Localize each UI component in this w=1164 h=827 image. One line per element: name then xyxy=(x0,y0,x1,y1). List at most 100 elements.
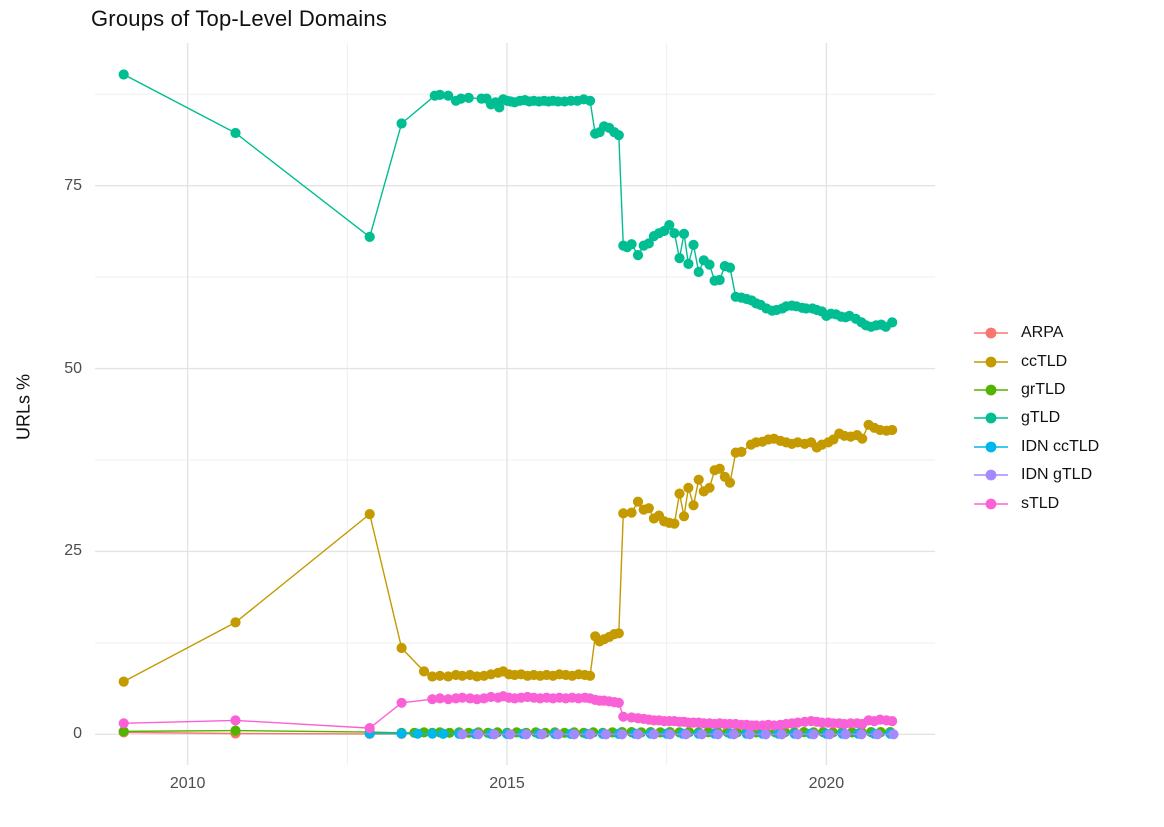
data-point xyxy=(724,262,736,273)
data-point xyxy=(704,482,715,493)
data-point xyxy=(585,670,596,681)
data-point xyxy=(585,95,596,106)
legend-item-gTLD: gTLD xyxy=(974,404,1099,432)
data-point xyxy=(613,628,624,639)
y-axis-title: URLs % xyxy=(13,373,34,441)
data-point xyxy=(600,729,612,740)
data-point xyxy=(537,729,548,740)
data-point xyxy=(888,729,899,740)
data-point xyxy=(712,729,723,740)
data-point xyxy=(840,729,851,740)
data-point xyxy=(714,463,725,474)
data-point xyxy=(613,130,624,141)
legend-item-grTLD: grTLD xyxy=(974,376,1099,404)
data-point xyxy=(457,692,468,703)
data-point xyxy=(473,729,484,740)
data-point xyxy=(643,238,654,249)
legend-key-icon xyxy=(974,327,1008,339)
data-point xyxy=(418,666,430,677)
data-point xyxy=(364,723,375,734)
data-point xyxy=(585,729,596,740)
data-point xyxy=(632,496,644,507)
data-point xyxy=(427,694,438,705)
data-point xyxy=(396,697,407,708)
data-point xyxy=(760,729,771,740)
data-point xyxy=(714,274,725,286)
data-point xyxy=(648,729,660,740)
data-point xyxy=(553,729,564,740)
data-point xyxy=(792,729,803,740)
legend-item-IDN-ccTLD: IDN ccTLD xyxy=(974,433,1099,461)
data-point xyxy=(455,93,467,104)
legend-dot xyxy=(985,498,997,509)
data-point xyxy=(728,729,739,740)
data-point xyxy=(808,729,819,740)
legend-dot xyxy=(985,441,997,453)
series-ccTLD xyxy=(118,419,898,687)
legend-item-ccTLD: ccTLD xyxy=(974,347,1099,375)
data-point xyxy=(457,729,468,740)
data-point xyxy=(696,729,707,740)
data-point xyxy=(396,118,407,129)
data-point xyxy=(669,518,680,529)
data-point xyxy=(626,239,637,250)
data-point xyxy=(521,729,532,740)
data-point xyxy=(664,220,675,231)
data-point xyxy=(505,729,516,740)
data-point xyxy=(613,697,624,708)
series-line xyxy=(123,73,893,328)
data-point xyxy=(674,488,685,499)
data-point xyxy=(118,726,129,737)
data-point xyxy=(230,715,241,726)
chart-title: Groups of Top-Level Domains xyxy=(91,6,388,31)
data-point xyxy=(736,446,747,457)
series-sTLD xyxy=(118,691,898,734)
legend-label: ccTLD xyxy=(1021,352,1068,370)
data-point xyxy=(364,509,375,520)
data-point xyxy=(396,728,407,739)
data-point xyxy=(632,250,644,261)
data-point xyxy=(569,729,580,740)
data-point xyxy=(434,693,445,704)
data-point xyxy=(664,729,676,740)
data-point xyxy=(887,317,898,328)
data-point xyxy=(412,728,423,739)
legend-key-icon xyxy=(974,356,1008,367)
data-point xyxy=(230,127,241,139)
legend-key-icon xyxy=(974,384,1008,396)
data-point xyxy=(680,729,692,740)
legend-dot xyxy=(985,384,997,396)
legend-key-icon xyxy=(974,412,1008,424)
data-point xyxy=(438,728,449,739)
legend-key-icon xyxy=(974,498,1008,509)
data-point xyxy=(396,642,407,654)
series-ARPA xyxy=(118,727,407,740)
x-tick-label: 2020 xyxy=(808,775,845,792)
data-point xyxy=(463,92,474,103)
data-point xyxy=(230,725,241,736)
data-point xyxy=(688,500,699,511)
data-point xyxy=(744,729,755,740)
data-point xyxy=(857,433,868,444)
data-point xyxy=(626,507,637,518)
legend-item-IDN-gTLD: IDN gTLD xyxy=(974,461,1099,489)
data-point xyxy=(434,670,445,681)
data-point xyxy=(776,729,787,740)
data-point xyxy=(443,90,454,101)
data-point xyxy=(678,228,690,239)
x-tick-label: 2010 xyxy=(169,775,206,792)
data-point xyxy=(688,239,699,250)
data-point xyxy=(443,694,454,705)
data-point xyxy=(683,258,694,269)
legend-dot xyxy=(985,412,997,424)
data-point xyxy=(494,102,505,113)
legend-dot xyxy=(985,327,997,339)
data-point xyxy=(704,259,715,270)
data-point xyxy=(618,508,629,519)
data-point xyxy=(427,728,438,739)
data-point xyxy=(616,729,628,740)
legend-label: sTLD xyxy=(1021,494,1060,512)
data-point xyxy=(427,671,438,682)
data-point xyxy=(643,503,654,514)
